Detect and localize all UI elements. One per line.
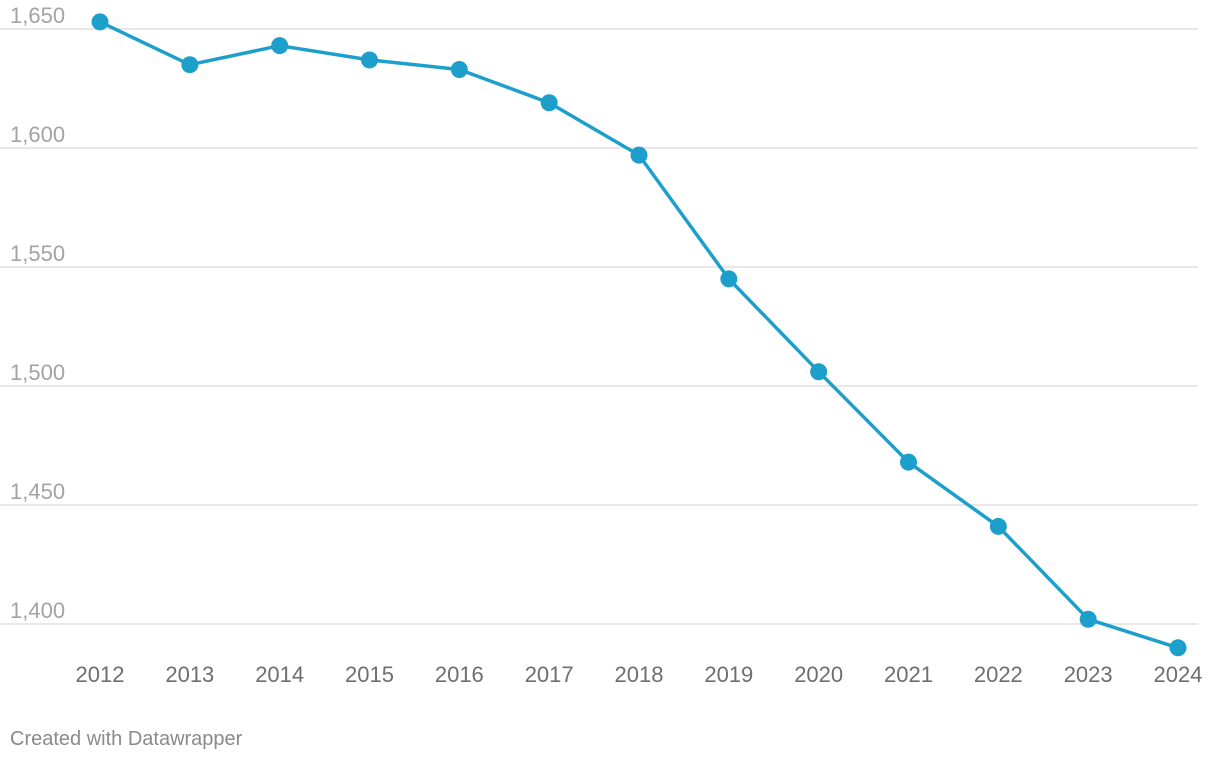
x-tick-label: 2017: [525, 662, 574, 687]
data-point: [810, 363, 828, 381]
x-tick-label: 2021: [884, 662, 933, 687]
data-point: [450, 60, 468, 78]
data-point: [1169, 639, 1187, 657]
y-tick-label: 1,450: [10, 479, 65, 504]
x-tick-label: 2015: [345, 662, 394, 687]
series-layer: [91, 13, 1187, 657]
data-point: [630, 146, 648, 164]
y-axis-ticks: 1,400 1,450 1,500 1,550 1,600 1,650: [10, 3, 65, 623]
y-tick-label: 1,650: [10, 3, 65, 28]
x-tick-label: 2016: [435, 662, 484, 687]
y-tick-label: 1,550: [10, 241, 65, 266]
x-tick-label: 2019: [704, 662, 753, 687]
data-point: [181, 56, 199, 74]
data-point: [540, 94, 558, 112]
x-axis-ticks: 2012 2013 2014 2015 2016 2017 2018 2019 2020 2021…: [76, 662, 1203, 687]
data-point: [989, 517, 1007, 535]
x-tick-label: 2022: [974, 662, 1023, 687]
y-tick-label: 1,400: [10, 598, 65, 623]
x-tick-label: 2012: [76, 662, 125, 687]
credit-text: Created with Datawrapper: [10, 728, 243, 750]
x-tick-label: 2013: [165, 662, 214, 687]
x-tick-label: 2020: [794, 662, 843, 687]
data-point: [900, 453, 917, 471]
data-point: [271, 37, 289, 55]
x-tick-label: 2018: [615, 662, 664, 687]
data-point: [1079, 610, 1097, 628]
x-tick-label: 2014: [255, 662, 304, 687]
y-tick-label: 1,600: [10, 122, 65, 147]
x-tick-label: 2024: [1154, 662, 1203, 687]
data-point: [720, 270, 738, 288]
y-tick-label: 1,500: [10, 360, 65, 385]
data-point: [361, 51, 378, 69]
gridlines: [0, 28, 1198, 625]
data-point: [91, 13, 109, 31]
series-line: [98, 20, 1180, 650]
x-tick-label: 2023: [1064, 662, 1113, 687]
